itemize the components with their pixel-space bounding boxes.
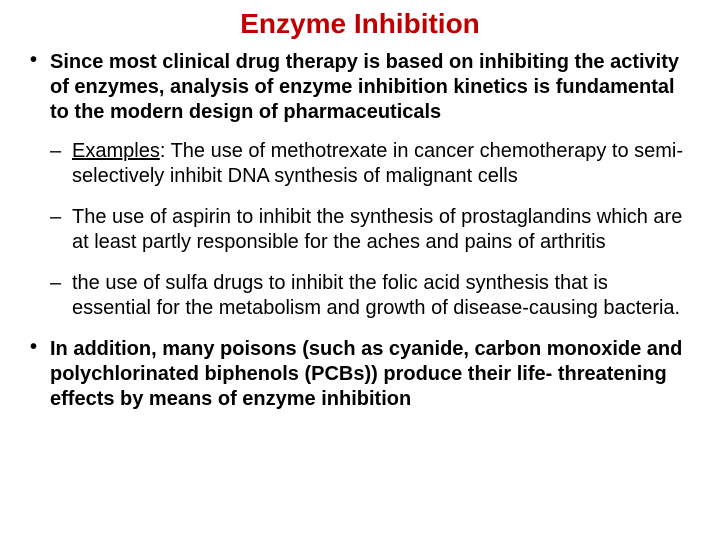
bullet-text: Since most clinical drug therapy is base… (50, 51, 679, 123)
list-item: Examples: The use of methotrexate in can… (50, 139, 692, 189)
bullet-text: In addition, many poisons (such as cyani… (50, 338, 682, 410)
slide-title: Enzyme Inhibition (0, 8, 720, 40)
bullet-list: Since most clinical drug therapy is base… (0, 50, 720, 412)
sub-bullet-text: the use of sulfa drugs to inhibit the fo… (72, 272, 680, 319)
sub-bullet-list: Examples: The use of methotrexate in can… (50, 139, 692, 321)
list-item: the use of sulfa drugs to inhibit the fo… (50, 271, 692, 321)
list-item: Since most clinical drug therapy is base… (28, 50, 692, 321)
sub-bullet-text: : The use of methotrexate in cancer chem… (72, 140, 683, 187)
sub-bullet-text: The use of aspirin to inhibit the synthe… (72, 206, 682, 253)
list-item: The use of aspirin to inhibit the synthe… (50, 205, 692, 255)
examples-label: Examples (72, 140, 160, 162)
list-item: In addition, many poisons (such as cyani… (28, 337, 692, 412)
